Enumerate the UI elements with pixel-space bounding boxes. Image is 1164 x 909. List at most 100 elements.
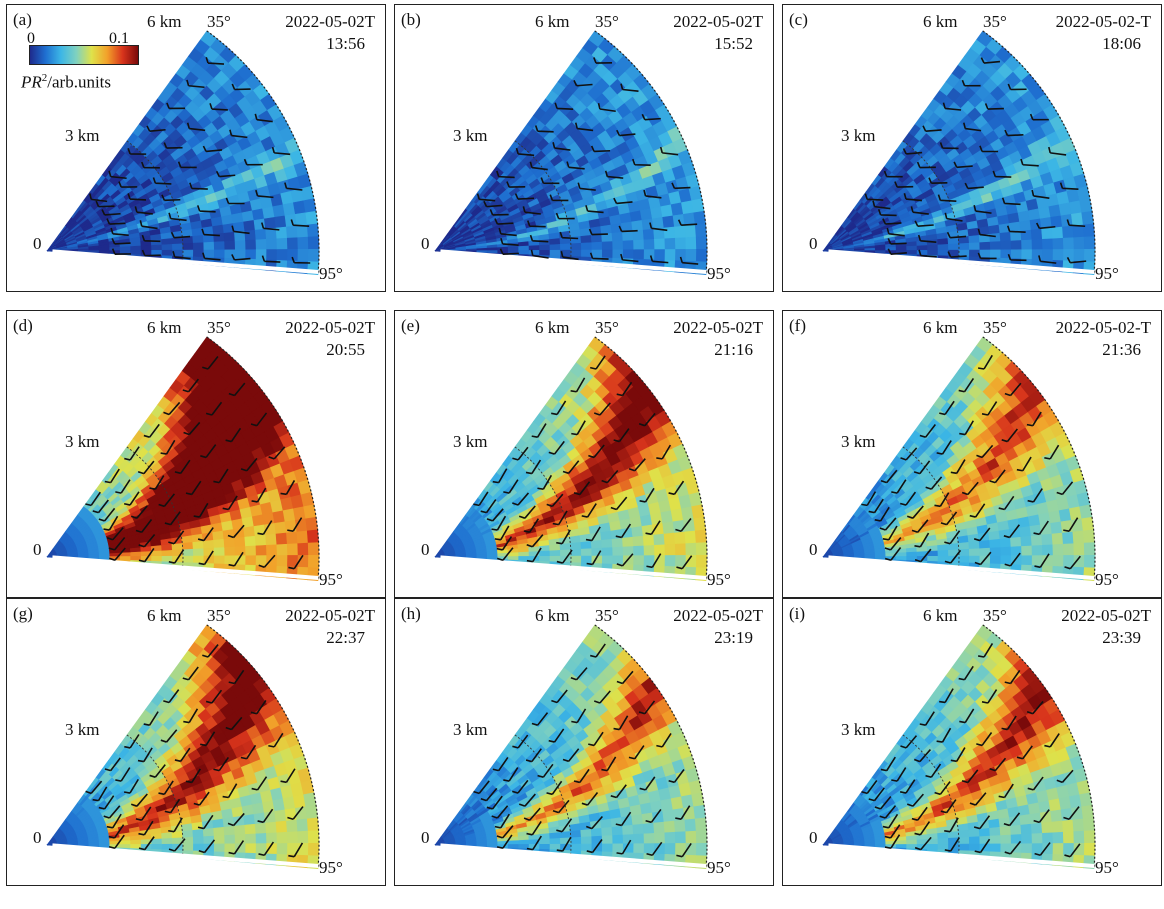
wind-barb (526, 534, 544, 548)
elevation-35-label: 35° (595, 318, 619, 337)
wind-barb (98, 507, 116, 522)
wind-barb (874, 796, 892, 810)
wind-barb (900, 735, 918, 749)
wind-barb (110, 227, 129, 237)
wind-barb (124, 734, 140, 749)
wind-barb (934, 492, 950, 508)
wind-barb (172, 251, 191, 260)
wind-barb (141, 161, 160, 169)
wind-barb (512, 734, 529, 749)
wind-barb (123, 491, 140, 506)
wind-barb (632, 158, 651, 167)
wind-barb (134, 206, 153, 215)
wind-barb (124, 446, 140, 461)
wind-barb (953, 161, 973, 169)
wind-barb (577, 182, 596, 191)
wind-barb (586, 550, 602, 566)
wind-barb (616, 553, 634, 567)
sector-plot (46, 624, 320, 870)
lidar-panel-i: (i) 6 km 35° 2022-05-02T 23:39 3 km 0 95° (782, 598, 1162, 886)
wind-barb (593, 402, 611, 416)
range-3km-label: 3 km (453, 720, 488, 739)
wind-barb (531, 712, 549, 726)
panel-date: 2022-05-02T (673, 606, 763, 625)
wind-barb (559, 231, 579, 240)
sector-plot (46, 30, 320, 276)
wind-barb (250, 700, 267, 715)
colorbar-min-label: 0 (27, 30, 35, 47)
wind-barb (106, 813, 122, 829)
wind-barb (111, 238, 131, 245)
wind-barb (174, 747, 191, 763)
wind-barb (616, 381, 633, 397)
wind-barb (1029, 113, 1049, 121)
wind-barb (534, 125, 554, 133)
wind-barb (1004, 382, 1022, 397)
wind-barb (108, 834, 125, 849)
range-6km-label: 6 km (923, 12, 958, 31)
wind-barb (919, 423, 936, 438)
elevation-95-label: 95° (319, 858, 343, 877)
wind-barb (491, 805, 509, 819)
wind-barb (884, 834, 901, 849)
wind-barb (961, 79, 981, 87)
wind-barb (240, 457, 258, 472)
wind-barb (1007, 253, 1027, 262)
panel-time: 21:16 (714, 340, 753, 359)
elevation-95-label: 95° (1095, 570, 1119, 589)
wind-barb (228, 551, 244, 567)
elevation-95-label: 95° (1095, 264, 1119, 283)
wind-barb (526, 547, 542, 563)
wind-barb (620, 83, 639, 92)
elevation-35-label: 35° (595, 606, 619, 625)
wind-barb (198, 550, 214, 566)
range-zero-label: 0 (421, 234, 430, 253)
wind-barb (1004, 840, 1022, 855)
wind-barb (887, 248, 907, 256)
panel-time: 23:19 (714, 628, 753, 647)
wind-barb (668, 768, 685, 784)
wind-barb (679, 256, 699, 265)
wind-barb (588, 228, 608, 236)
wind-barb (922, 125, 942, 132)
wind-barb (123, 778, 139, 794)
wind-barb (864, 193, 884, 201)
wind-barb (258, 841, 275, 857)
elevation-35-label: 35° (983, 606, 1007, 625)
wind-barb (160, 439, 176, 455)
wind-barb (103, 805, 121, 819)
wind-barb (906, 505, 924, 519)
wind-barb (1034, 842, 1051, 857)
wind-barb (1007, 83, 1027, 91)
wind-barb (240, 744, 257, 760)
wind-barb (894, 181, 914, 188)
range-3km-label: 3 km (65, 432, 100, 451)
wind-barb (573, 79, 593, 87)
wind-barb (570, 377, 586, 393)
lidar-panel-f: (f) 6 km 35° 2022-05-02-T 21:36 3 km 0 95° (782, 310, 1162, 598)
wind-barb (574, 122, 594, 132)
wind-barb (861, 491, 877, 507)
range-3km-label: 3 km (841, 126, 876, 145)
range-zero-label: 0 (809, 540, 818, 559)
wind-barb (1038, 255, 1057, 264)
wind-barb (483, 200, 503, 208)
wind-barb (586, 839, 603, 854)
wind-barb (185, 480, 202, 496)
wind-barb (185, 768, 201, 784)
wind-barb (973, 527, 991, 542)
wind-barb (616, 129, 636, 137)
wind-barb (872, 200, 891, 210)
wind-barb (976, 444, 994, 459)
wind-barb (503, 767, 519, 782)
wind-barb (496, 170, 515, 179)
wind-barb (492, 468, 508, 484)
wind-barb (585, 205, 604, 214)
wind-barb (251, 776, 268, 791)
panel-label: (e) (401, 316, 420, 335)
wind-barb (615, 811, 632, 827)
wind-barb (891, 767, 907, 782)
wind-barb (581, 503, 597, 518)
wind-barb (861, 780, 878, 795)
wind-barb (616, 839, 632, 855)
